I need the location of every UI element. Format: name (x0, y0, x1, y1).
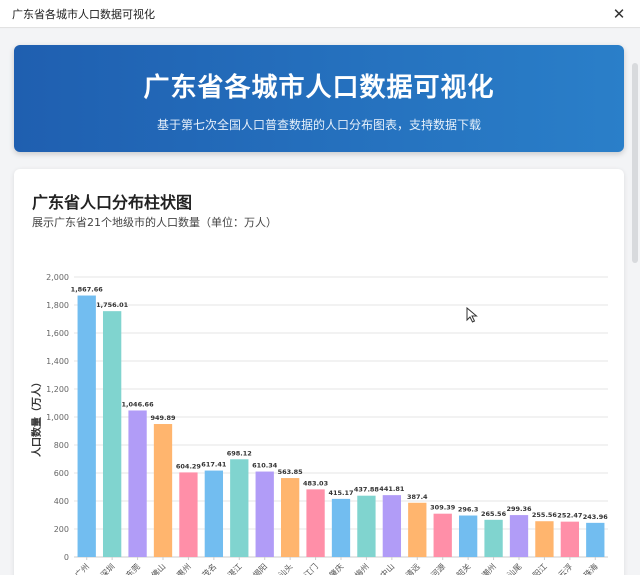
x-tick-label: 深圳 (98, 561, 116, 575)
data-label: 265.56 (481, 510, 507, 518)
x-tick-label: 中山 (378, 561, 396, 575)
x-tick-label: 湛江 (226, 562, 244, 575)
data-label: 610.34 (252, 462, 278, 470)
data-label: 483.03 (303, 479, 328, 487)
hero-banner: 广东省各城市人口数据可视化 基于第七次全国人口普查数据的人口分布图表，支持数据下… (14, 45, 624, 152)
y-tick-label: 400 (54, 497, 69, 506)
data-label: 255.56 (532, 511, 558, 519)
bar (535, 521, 554, 557)
bar (331, 498, 351, 557)
window-titlebar: 广东省各城市人口数据可视化 ✕ (0, 0, 640, 28)
data-label: 441.81 (379, 485, 405, 493)
x-tick-label: 江门 (302, 561, 320, 575)
data-label: 1,046.66 (122, 400, 155, 408)
data-label: 604.29 (176, 462, 202, 470)
x-tick-label: 汕尾 (505, 561, 523, 575)
y-tick-label: 800 (54, 441, 69, 450)
y-tick-label: 0 (64, 553, 69, 562)
data-label: 309.39 (430, 504, 456, 512)
x-tick-label: 韶关 (454, 561, 472, 575)
data-label: 296.3 (458, 506, 479, 514)
data-label: 1,867.66 (71, 286, 104, 294)
x-tick-label: 东莞 (124, 561, 142, 575)
y-tick-label: 1,000 (46, 413, 69, 422)
x-tick-label: 汕头 (276, 561, 294, 575)
data-label: 437.88 (354, 486, 380, 494)
y-tick-label: 1,800 (46, 301, 69, 310)
bar (230, 459, 249, 557)
bar (484, 519, 503, 557)
x-tick-label: 惠州 (174, 561, 192, 575)
x-tick-label: 潮州 (480, 561, 498, 575)
data-label: 1,756.01 (96, 301, 129, 309)
y-tick-label: 1,600 (46, 329, 69, 338)
y-tick-label: 1,400 (46, 357, 69, 366)
bar-chart[interactable]: 0 200 400 600 800 1,000 1,200 1,400 1,600 1,800 2,… (14, 169, 624, 575)
close-icon[interactable]: ✕ (612, 4, 626, 23)
data-label: 698.12 (227, 449, 252, 457)
data-label: 415.17 (328, 489, 353, 497)
x-tick-label: 珠海 (581, 561, 599, 575)
x-tick-label: 揭阳 (251, 561, 269, 575)
x-tick-label: 茂名 (200, 561, 218, 575)
bar (128, 410, 147, 557)
data-label: 949.89 (150, 414, 176, 422)
x-tick-label: 广州 (73, 561, 91, 575)
bar (280, 478, 300, 557)
page-title: 广东省各城市人口数据可视化 (143, 73, 495, 103)
page-content[interactable]: 广东省各城市人口数据可视化 基于第七次全国人口普查数据的人口分布图表，支持数据下… (0, 29, 640, 575)
x-tick-label: 肇庆 (327, 561, 345, 575)
y-tick-label: 600 (54, 469, 69, 478)
bar (306, 489, 325, 557)
bar (102, 311, 122, 557)
x-tick-label: 梅州 (352, 561, 370, 575)
x-tick-label: 佛山 (149, 561, 167, 575)
x-tick-label: 阳江 (531, 562, 549, 575)
data-label: 387.4 (407, 493, 428, 501)
data-label: 617.41 (201, 461, 227, 469)
bar (433, 513, 452, 557)
chart-card-description: 展示广东省21个地级市的人口数量（单位：万人） (32, 216, 277, 229)
bar (357, 495, 376, 557)
bar (509, 515, 529, 557)
y-tick-label: 200 (54, 525, 69, 534)
data-label: 563.85 (278, 468, 304, 476)
x-tick-label: 河源 (429, 561, 447, 575)
scrollbar[interactable] (632, 63, 638, 263)
data-label: 252.47 (557, 512, 582, 520)
chart-card: 广东省人口分布柱状图 展示广东省21个地级市的人口数量（单位：万人） 0 200 4… (14, 169, 624, 575)
bar (560, 521, 580, 557)
y-axis-title: 人口数量（万人） (30, 377, 43, 457)
y-tick-label: 2,000 (46, 273, 69, 282)
x-tick-label: 清远 (403, 561, 421, 575)
data-label: 299.36 (506, 505, 532, 513)
bar (153, 424, 173, 557)
bar (179, 472, 198, 557)
page-subtitle: 基于第七次全国人口普查数据的人口分布图表，支持数据下载 (156, 118, 481, 132)
mouse-pointer-icon (466, 307, 478, 323)
bar (382, 495, 402, 557)
window-title: 广东省各城市人口数据可视化 (12, 7, 155, 21)
bar (586, 522, 605, 557)
bar (77, 295, 96, 557)
y-tick-label: 1,200 (46, 385, 69, 394)
bar (204, 470, 224, 557)
data-label: 243.96 (583, 513, 609, 521)
chart-card-title: 广东省人口分布柱状图 (32, 193, 193, 212)
bar (255, 471, 274, 557)
bar (408, 502, 427, 557)
bar (458, 515, 478, 557)
x-tick-label: 云浮 (556, 561, 574, 575)
